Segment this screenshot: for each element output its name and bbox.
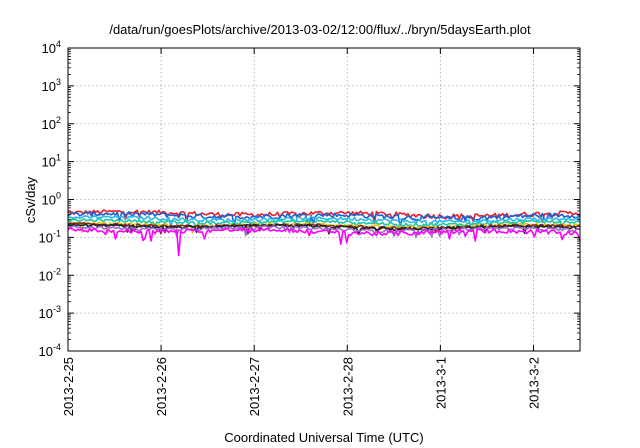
chart-title: /data/run/goesPlots/archive/2013-03-02/1… (109, 22, 531, 37)
series-layer (67, 209, 581, 257)
x-tick-labels: 2013-2-25 2013-2-26 2013-2-27 2013-2-28 2013… (61, 357, 541, 416)
series-line (67, 218, 581, 229)
ticks (67, 47, 580, 352)
series-line (67, 221, 581, 235)
y-tick-label: 10-1 (39, 228, 61, 245)
y-tick-label: 10-2 (39, 266, 61, 283)
x-tick-label: 2013-3-1 (433, 357, 448, 409)
grid (68, 48, 580, 351)
series-line (67, 224, 581, 239)
series-line (67, 223, 581, 236)
x-axis-label: Coordinated Universal Time (UTC) (224, 430, 423, 445)
x-tick-label: 2013-2-27 (247, 357, 262, 416)
y-tick-label: 10-4 (39, 342, 61, 359)
x-tick-label: 2013-2-26 (154, 357, 169, 416)
y-tick-label: 103 (42, 77, 61, 94)
y-tick-label: 104 (42, 39, 61, 56)
y-tick-label: 101 (42, 153, 61, 170)
x-tick-label: 2013-3-2 (526, 357, 541, 409)
y-tick-label: 102 (42, 115, 61, 132)
x-tick-label: 2013-2-28 (340, 357, 355, 416)
series-line (67, 211, 581, 228)
y-axis-label: cSv/day (23, 176, 38, 223)
x-tick-label: 2013-2-25 (61, 357, 76, 416)
y-tick-label: 10-3 (39, 304, 61, 321)
series-line (67, 227, 581, 257)
y-tick-labels: 10-4 10-3 10-2 10-1 100 101 102 103 104 (39, 39, 61, 359)
y-tick-label: 100 (42, 191, 61, 208)
